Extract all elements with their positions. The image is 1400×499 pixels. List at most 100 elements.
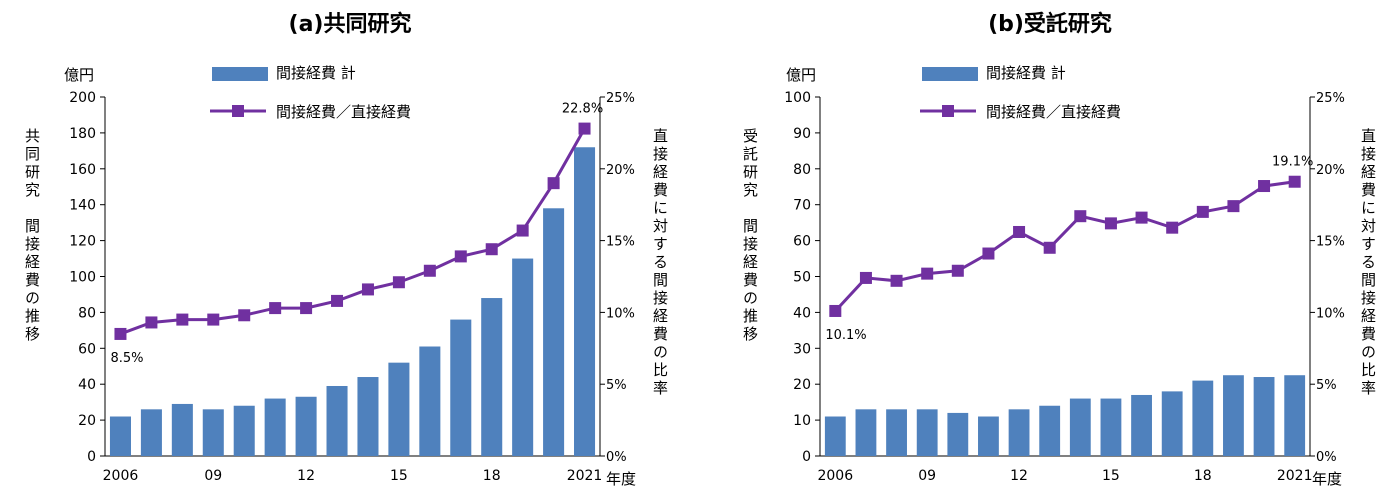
bar [512, 258, 534, 456]
y-tick-label: 70 [793, 198, 811, 214]
bar [886, 409, 907, 456]
legend-line-label: 間接経費／直接経費 [986, 103, 1122, 121]
bar [295, 396, 317, 456]
y-tick-label: 80 [78, 305, 96, 321]
y-tick-label: 180 [69, 126, 96, 142]
y-tick-label: 160 [69, 162, 96, 178]
y-axis-label: 共同研究 間接経費の推移 [23, 128, 41, 344]
chart-title: (a)共同研究 [288, 12, 412, 37]
y2-axis-label: 直接経費に対する間接経費の比率 [651, 128, 669, 398]
y2-tick-label: 20% [606, 163, 635, 178]
ratio-marker [1227, 200, 1240, 213]
y-axis-unit: 億円 [786, 66, 817, 84]
data-label: 22.8% [562, 102, 603, 117]
ratio-marker [361, 283, 374, 296]
y-tick-label: 50 [793, 270, 811, 286]
bar [264, 398, 286, 456]
bar [1069, 398, 1091, 456]
x-tick-label: 12 [1010, 468, 1028, 484]
y2-tick-label: 25% [606, 91, 635, 106]
x-axis-unit: 年度 [1312, 470, 1343, 488]
bar [233, 405, 255, 456]
bar [1039, 405, 1061, 456]
ratio-marker [921, 267, 934, 280]
x-tick-label: 15 [1102, 468, 1120, 484]
y-tick-label: 10 [793, 413, 811, 429]
y-tick-label: 40 [78, 377, 96, 393]
ratio-marker [1258, 180, 1271, 193]
y2-tick-label: 15% [606, 235, 635, 250]
ratio-line [834, 180, 1295, 312]
y2-tick-label: 20% [1316, 163, 1345, 178]
legend-bar-label: 間接経費 計 [276, 64, 356, 82]
x-tick-label: 09 [204, 468, 222, 484]
y2-tick-label: 5% [606, 378, 627, 393]
legend-bar-label: 間接経費 計 [986, 64, 1066, 82]
legend-bar-swatch [212, 67, 268, 81]
ratio-marker [1166, 221, 1179, 234]
y-tick-label: 0 [87, 449, 96, 465]
ratio-marker [829, 304, 842, 317]
y-tick-label: 60 [793, 234, 811, 250]
x-tick-label: 2006 [103, 468, 139, 484]
legend-line-swatch [920, 105, 976, 117]
ratio-marker [859, 271, 872, 284]
ratio-marker [578, 122, 591, 135]
bar [1253, 377, 1275, 456]
ratio-marker [1013, 225, 1026, 238]
bar [543, 208, 565, 456]
bar [450, 319, 472, 456]
bar [1100, 398, 1122, 456]
ratio-marker [176, 313, 189, 326]
y-tick-label: 200 [69, 90, 96, 106]
ratio-marker [238, 309, 251, 322]
y-tick-label: 20 [78, 413, 96, 429]
y-tick-label: 30 [793, 341, 811, 357]
legend-line-label: 間接経費／直接経費 [276, 103, 412, 121]
ratio-marker [1074, 210, 1087, 223]
data-label: 8.5% [110, 351, 143, 366]
chart-title: (b)受託研究 [988, 12, 1112, 37]
bar [140, 409, 162, 456]
y-tick-label: 90 [793, 126, 811, 142]
bar [855, 409, 877, 456]
ratio-marker [145, 316, 158, 329]
y-tick-label: 80 [793, 162, 811, 178]
x-tick-label: 15 [390, 468, 408, 484]
bar [202, 409, 224, 456]
chart-panel-commissioned-research: (b)受託研究 億円 間接経費 計 間接経費／直接経費 受託研究 間接経費の推移… [700, 0, 1400, 499]
bar [916, 409, 938, 456]
ratio-marker [982, 247, 995, 260]
chart-plot: 0 10 20 30 40 50 60 70 80 90 100 0% 5% 10% 15% 20% 25% 20… [784, 90, 1345, 484]
y-tick-label: 100 [69, 270, 96, 286]
y-axis-label: 受託研究 間接経費の推移 [741, 128, 759, 344]
ratio-marker [890, 274, 903, 287]
ratio-marker [269, 302, 282, 315]
legend-bar-swatch [922, 67, 978, 81]
y-tick-label: 140 [69, 198, 96, 214]
ratio-marker [1288, 175, 1301, 188]
ratio-marker [1135, 211, 1148, 224]
bar [481, 298, 503, 456]
y2-tick-label: 25% [1316, 91, 1345, 106]
bar [109, 416, 131, 456]
y-tick-label: 40 [793, 305, 811, 321]
ratio-marker [331, 294, 344, 307]
x-tick-label: 2006 [817, 468, 853, 484]
ratio-marker [485, 243, 498, 256]
x-tick-label: 18 [483, 468, 501, 484]
bar [171, 403, 193, 456]
data-label: 19.1% [1272, 155, 1313, 170]
ratio-marker [1196, 205, 1209, 218]
x-tick-label: 18 [1194, 468, 1212, 484]
bar [419, 346, 441, 456]
y2-tick-label: 0% [1316, 450, 1337, 465]
bar [1223, 375, 1244, 456]
chart-plot: 0 20 40 60 80 100 120 140 160 180 200 0% 5% 10% 15% 20%… [69, 90, 635, 484]
legend-line-swatch [210, 105, 266, 117]
chart-panel-joint-research: (a)共同研究 億円 間接経費 計 間接経費／直接経費 共同研究 間接経費の推移… [23, 12, 669, 488]
bar [1284, 375, 1306, 456]
y-tick-label: 20 [793, 377, 811, 393]
bar [357, 377, 379, 456]
y2-tick-label: 10% [606, 306, 635, 321]
